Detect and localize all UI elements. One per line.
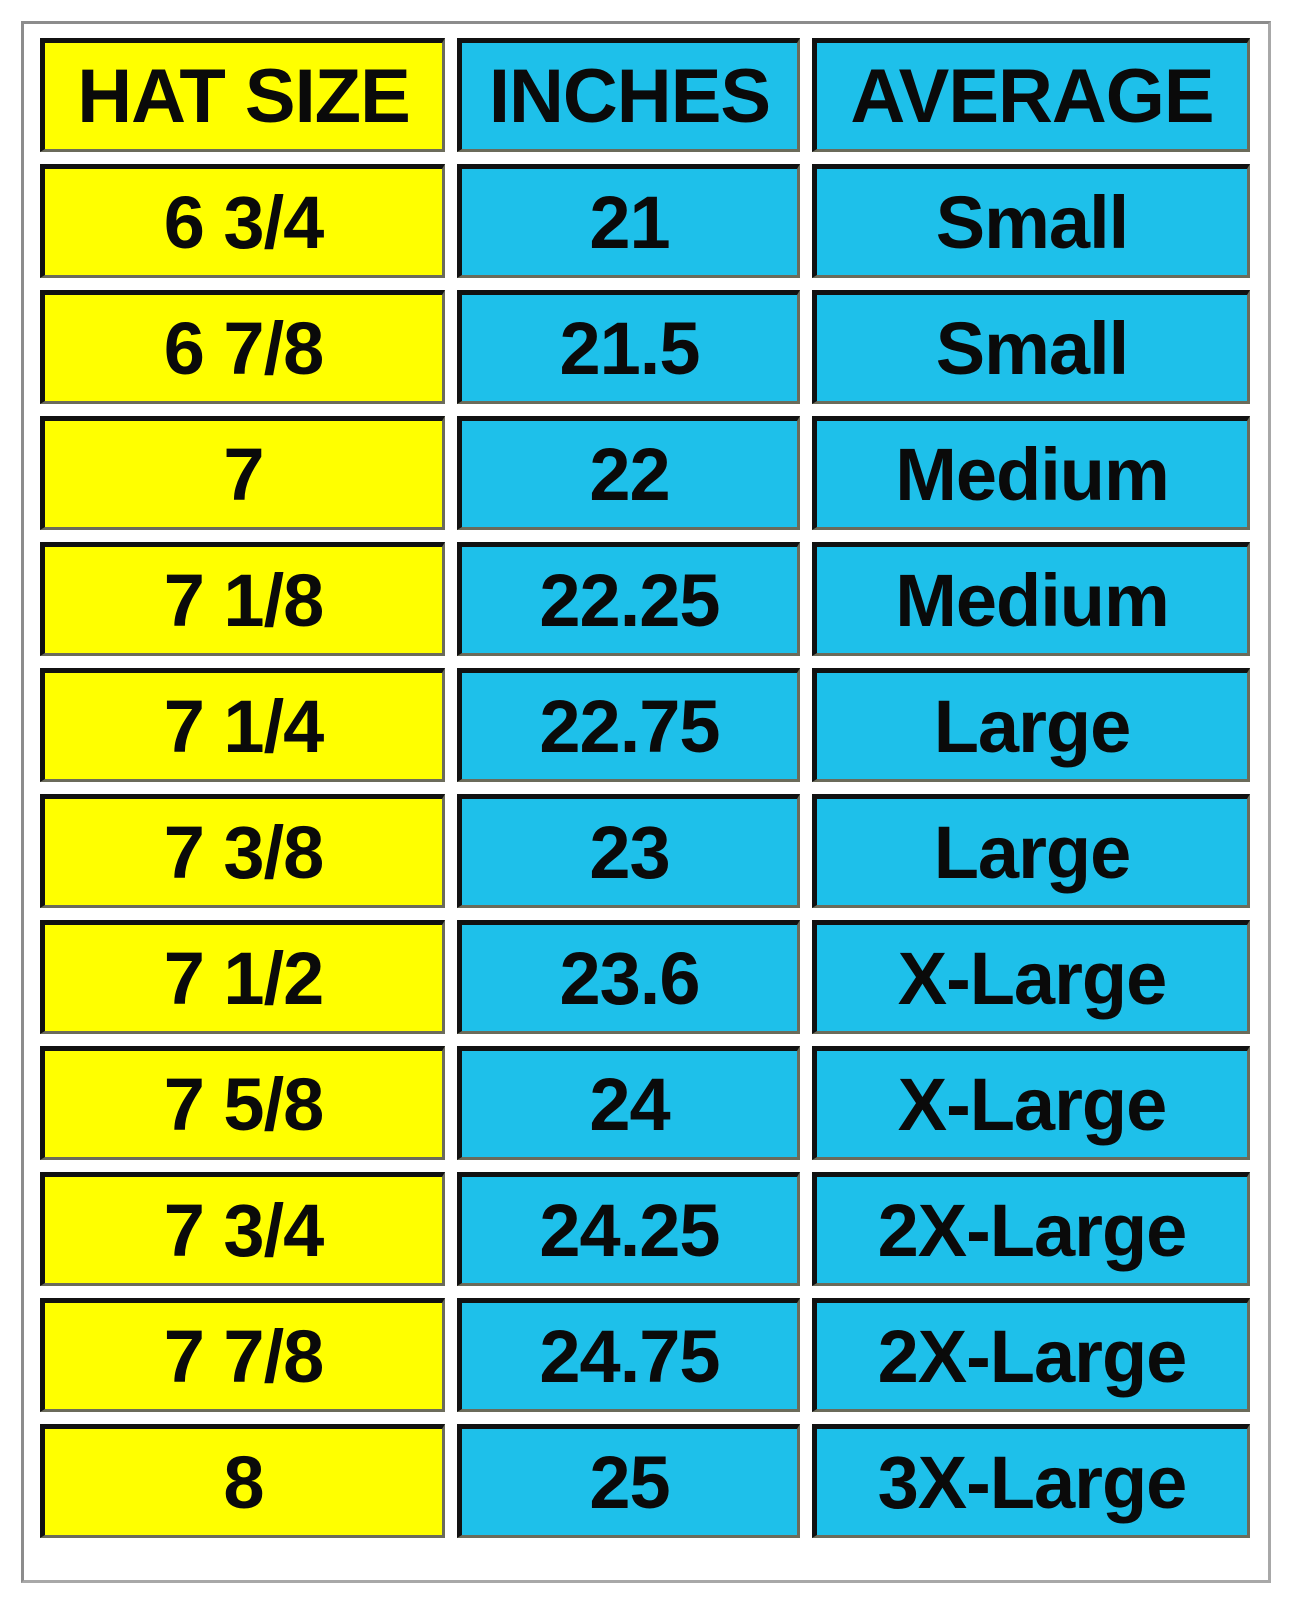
- cell-inches: 24.25: [457, 1172, 800, 1286]
- cell-average: Large: [812, 794, 1250, 908]
- cell-inches: 24.75: [457, 1298, 800, 1412]
- cell-inches: 21: [457, 164, 800, 278]
- cell-average: Small: [812, 290, 1250, 404]
- cell-hat-size: 7 1/4: [40, 668, 445, 782]
- cell-hat-size: 7 1/8: [40, 542, 445, 656]
- cell-inches: 23: [457, 794, 800, 908]
- cell-hat-size: 7 3/4: [40, 1172, 445, 1286]
- hat-size-table: HAT SIZE INCHES AVERAGE 6 3/4 21 Small 6 7/8 21…: [40, 38, 1250, 1538]
- cell-hat-size: 7 7/8: [40, 1298, 445, 1412]
- cell-inches: 24: [457, 1046, 800, 1160]
- cell-average: 3X-Large: [812, 1424, 1250, 1538]
- header-inches: INCHES: [457, 38, 800, 152]
- cell-average: X-Large: [812, 920, 1250, 1034]
- cell-hat-size: 7 3/8: [40, 794, 445, 908]
- cell-hat-size: 7 1/2: [40, 920, 445, 1034]
- header-hat-size: HAT SIZE: [40, 38, 445, 152]
- cell-inches: 23.6: [457, 920, 800, 1034]
- cell-average: X-Large: [812, 1046, 1250, 1160]
- cell-average: Medium: [812, 416, 1250, 530]
- cell-average: 2X-Large: [812, 1172, 1250, 1286]
- cell-inches: 22.75: [457, 668, 800, 782]
- header-average: AVERAGE: [812, 38, 1250, 152]
- cell-inches: 21.5: [457, 290, 800, 404]
- cell-hat-size: 8: [40, 1424, 445, 1538]
- cell-hat-size: 6 3/4: [40, 164, 445, 278]
- cell-average: 2X-Large: [812, 1298, 1250, 1412]
- cell-hat-size: 7 5/8: [40, 1046, 445, 1160]
- cell-inches: 22: [457, 416, 800, 530]
- cell-hat-size: 7: [40, 416, 445, 530]
- cell-hat-size: 6 7/8: [40, 290, 445, 404]
- cell-average: Medium: [812, 542, 1250, 656]
- cell-inches: 22.25: [457, 542, 800, 656]
- cell-average: Small: [812, 164, 1250, 278]
- cell-inches: 25: [457, 1424, 800, 1538]
- cell-average: Large: [812, 668, 1250, 782]
